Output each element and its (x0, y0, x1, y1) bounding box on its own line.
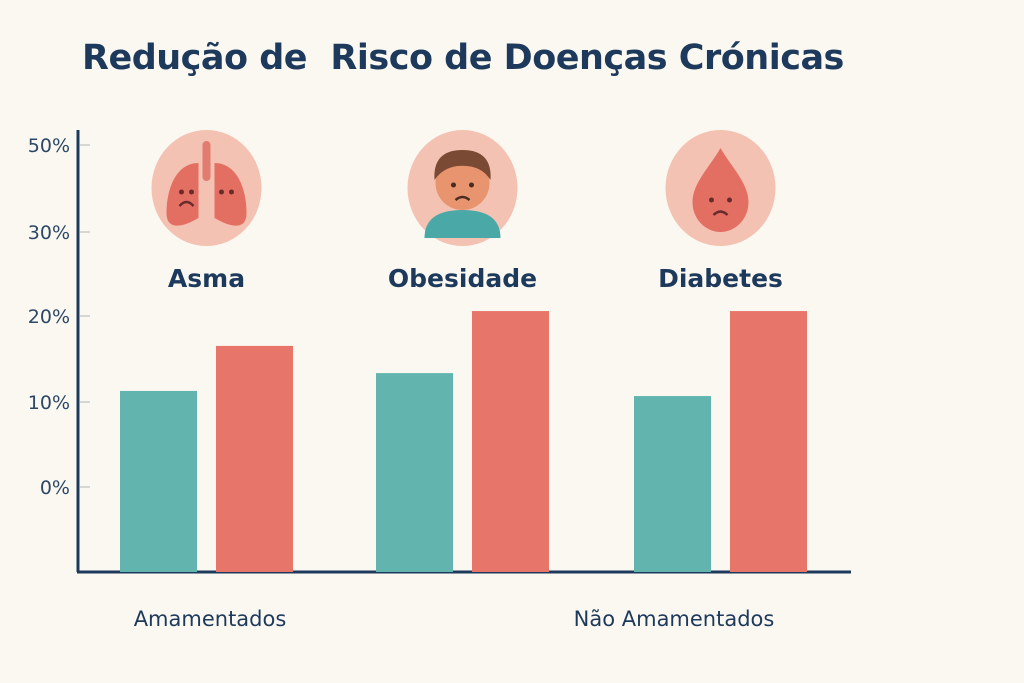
y-tick-label: 50% (28, 135, 70, 157)
legend-label: Não Amamentados (574, 607, 775, 631)
hair (434, 150, 491, 180)
eye (189, 189, 194, 195)
sad-lungs-icon (151, 130, 262, 246)
bar-obesidade-amamentados (376, 373, 453, 572)
sad-child-icon (407, 130, 518, 246)
blood-drop (692, 148, 749, 232)
bar-diabetes-amamentados (634, 396, 711, 572)
eye (229, 189, 234, 195)
bar-asma-nao-amamentados (216, 345, 293, 572)
chart-title: Redução de Risco de Doenças Crónicas (82, 38, 844, 78)
eye (179, 189, 184, 195)
category-label: Asma (168, 264, 245, 293)
category-label: Obesidade (388, 264, 537, 293)
category-label: Diabetes (658, 264, 783, 293)
shirt (424, 210, 501, 238)
bar-asma-amamentados (120, 390, 197, 572)
y-tick-label: 30% (28, 222, 70, 244)
trachea (202, 141, 211, 181)
sad-blood-drop-icon (665, 130, 776, 246)
y-tick-label: 10% (28, 392, 70, 414)
eye (709, 197, 714, 203)
bar-diabetes-nao-amamentados (730, 311, 807, 572)
y-tick-label: 20% (28, 306, 70, 328)
mouth (178, 200, 195, 207)
legend-label: Amamentados (134, 607, 287, 631)
right-lung (214, 163, 247, 226)
bar-obesidade-nao-amamentados (472, 311, 549, 572)
eye (469, 182, 474, 188)
left-lung (166, 163, 199, 226)
eye (727, 197, 732, 203)
eye (451, 182, 456, 188)
eye (219, 189, 224, 195)
y-tick-label: 0% (40, 477, 70, 499)
face (435, 156, 490, 210)
mouth (712, 210, 729, 216)
mouth (454, 195, 471, 201)
